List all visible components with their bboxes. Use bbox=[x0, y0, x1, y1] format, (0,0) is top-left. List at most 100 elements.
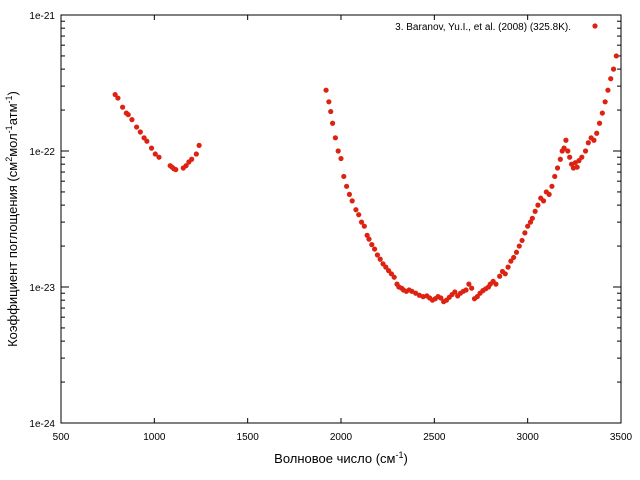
data-point bbox=[574, 164, 580, 170]
x-tick-label: 2000 bbox=[330, 432, 353, 443]
data-point bbox=[599, 110, 605, 116]
x-tick-label: 500 bbox=[53, 432, 70, 443]
data-point bbox=[335, 148, 341, 154]
data-point bbox=[535, 202, 541, 208]
data-point bbox=[341, 173, 347, 180]
x-tick-label: 1500 bbox=[237, 432, 260, 443]
data-point bbox=[391, 274, 397, 280]
data-point bbox=[582, 148, 589, 154]
data-point bbox=[563, 137, 569, 143]
data-point bbox=[565, 148, 571, 154]
data-point bbox=[438, 295, 444, 301]
data-point bbox=[540, 198, 547, 204]
data-point bbox=[173, 166, 179, 173]
data-point bbox=[193, 151, 199, 157]
data-point bbox=[328, 108, 334, 115]
data-point bbox=[557, 156, 563, 162]
data-point bbox=[613, 53, 619, 59]
data-point bbox=[152, 151, 158, 157]
data-point bbox=[610, 66, 617, 72]
data-point bbox=[358, 219, 365, 225]
data-point bbox=[594, 130, 600, 136]
data-point bbox=[189, 156, 195, 162]
x-tick-label: 2500 bbox=[423, 432, 446, 443]
data-point bbox=[525, 223, 531, 229]
data-point bbox=[513, 249, 520, 255]
data-point bbox=[374, 252, 380, 258]
data-point bbox=[366, 236, 372, 242]
data-point bbox=[183, 163, 189, 169]
data-point bbox=[144, 138, 150, 144]
data-point bbox=[505, 264, 511, 270]
data-point bbox=[361, 223, 367, 229]
data-point bbox=[196, 142, 202, 148]
data-point bbox=[344, 183, 350, 189]
data-point bbox=[516, 243, 522, 249]
data-point bbox=[549, 183, 555, 189]
data-point bbox=[353, 207, 359, 213]
data-point bbox=[463, 287, 469, 293]
data-point bbox=[452, 289, 458, 295]
y-axis-ticks: 1e-24 1e-23 1e-22 1e-21 bbox=[29, 11, 621, 430]
data-point bbox=[372, 246, 378, 252]
data-point bbox=[546, 191, 552, 197]
data-points bbox=[112, 53, 619, 305]
data-point bbox=[466, 281, 472, 287]
data-point bbox=[120, 104, 126, 110]
data-point bbox=[591, 137, 597, 143]
data-point bbox=[112, 91, 118, 98]
data-point bbox=[511, 254, 517, 261]
x-axis-ticks: 500 1000 1500 2000 2500 3000 3500 bbox=[53, 15, 633, 443]
data-point bbox=[338, 155, 344, 162]
data-point bbox=[561, 145, 567, 151]
x-axis-label: Волновое число (см-1) bbox=[274, 450, 408, 466]
data-point bbox=[369, 242, 375, 248]
y-tick-label: 1e-21 bbox=[29, 11, 55, 22]
data-point bbox=[332, 135, 338, 141]
data-point bbox=[326, 99, 332, 105]
data-point bbox=[605, 87, 611, 93]
x-tick-label: 3000 bbox=[517, 432, 540, 443]
data-point bbox=[156, 154, 162, 160]
y-tick-label: 1e-23 bbox=[29, 283, 55, 294]
data-point bbox=[579, 154, 585, 160]
data-point bbox=[602, 99, 608, 105]
data-point bbox=[148, 145, 155, 151]
data-point bbox=[608, 76, 614, 82]
data-point bbox=[508, 258, 514, 264]
y-axis-label: Коэффициент поглощения (см2мол-1атм-1) bbox=[4, 91, 20, 347]
data-point bbox=[125, 112, 131, 118]
data-point bbox=[349, 198, 355, 204]
data-point bbox=[585, 140, 591, 146]
data-point bbox=[532, 208, 538, 214]
data-point bbox=[596, 120, 603, 126]
data-point bbox=[567, 154, 573, 160]
legend: 3. Baranov, Yu.I., et al. (2008) (325.8K… bbox=[395, 22, 598, 33]
data-point bbox=[346, 191, 352, 197]
x-tick-label: 1000 bbox=[143, 432, 166, 443]
data-point bbox=[554, 165, 561, 171]
legend-entry-label: 3. Baranov, Yu.I., et al. (2008) (325.8K… bbox=[395, 22, 571, 33]
data-point bbox=[330, 120, 336, 126]
data-point bbox=[552, 173, 558, 180]
data-point bbox=[323, 87, 329, 93]
data-point bbox=[493, 281, 499, 287]
data-point bbox=[134, 124, 140, 130]
data-point bbox=[137, 129, 143, 135]
data-point bbox=[497, 273, 503, 279]
y-tick-label: 1e-24 bbox=[29, 419, 55, 430]
data-point bbox=[356, 212, 362, 218]
data-point bbox=[469, 285, 475, 291]
data-point bbox=[129, 117, 135, 123]
data-point bbox=[529, 215, 535, 221]
data-point bbox=[377, 256, 383, 262]
x-tick-label: 3500 bbox=[610, 432, 633, 443]
legend-entry-marker bbox=[592, 23, 598, 29]
data-point bbox=[502, 271, 508, 277]
data-point bbox=[519, 237, 525, 244]
data-point bbox=[522, 230, 528, 236]
y-tick-label: 1e-22 bbox=[29, 147, 55, 158]
data-point bbox=[115, 95, 121, 101]
